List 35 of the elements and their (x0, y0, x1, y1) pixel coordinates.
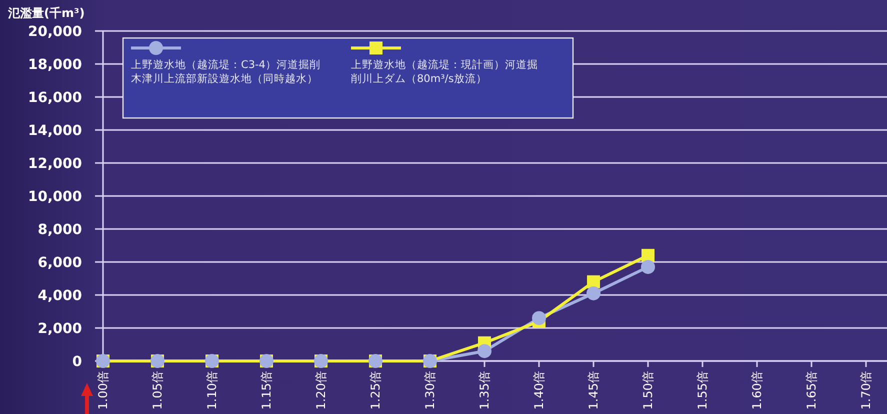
y-tick-label: 12,000 (28, 156, 82, 172)
x-tick-label: 1.05倍 (150, 371, 164, 410)
y-tick-label: 8,000 (38, 222, 82, 238)
x-tick-label: 1.30倍 (423, 371, 437, 410)
y-tick-label: 16,000 (28, 90, 82, 106)
point (586, 286, 600, 300)
y-tick-label: 20,000 (28, 24, 82, 40)
x-tick-label: 1.50倍 (641, 371, 655, 410)
x-tick-label: 1.65倍 (804, 371, 818, 410)
y-tick-label: 18,000 (28, 57, 82, 73)
x-tick-label: 1.70倍 (859, 371, 873, 410)
x-tick-label: 1.35倍 (478, 371, 492, 410)
point (587, 275, 600, 288)
y-tick-label: 6,000 (38, 255, 82, 271)
y-tick-label: 14,000 (28, 123, 82, 139)
y-tick-label: 10,000 (28, 189, 82, 205)
point (532, 311, 546, 326)
x-tick-label: 1.20倍 (314, 371, 328, 410)
x-tick-label: 1.45倍 (586, 371, 600, 410)
x-tick-label: 1.40倍 (532, 371, 546, 410)
point (642, 248, 654, 262)
x-tick-label: 1.15倍 (260, 371, 274, 410)
x-tick-label: 1.60倍 (750, 371, 764, 410)
legend-label: 上野遊水地（越流堤：現計画）河道掘削川上ダム（80m³/s放流） (351, 58, 539, 86)
y-tick-label: 0 (72, 354, 82, 370)
x-tick-label: 1.55倍 (696, 371, 710, 410)
x-tick-label: 1.00倍 (96, 371, 110, 410)
point (478, 344, 492, 358)
legend-label: 上野遊水地（越流堤：C3-4）河道掘削木津川上流部新設遊水地（同時越水） (131, 58, 321, 86)
y-tick-label: 4,000 (38, 288, 82, 304)
point (641, 260, 655, 274)
x-tick-label: 1.25倍 (368, 371, 382, 410)
x-tick-label: 1.10倍 (205, 371, 219, 410)
y-axis-title: 氾濫量(千m³) (7, 6, 85, 20)
y-tick-label: 2,000 (38, 321, 82, 337)
